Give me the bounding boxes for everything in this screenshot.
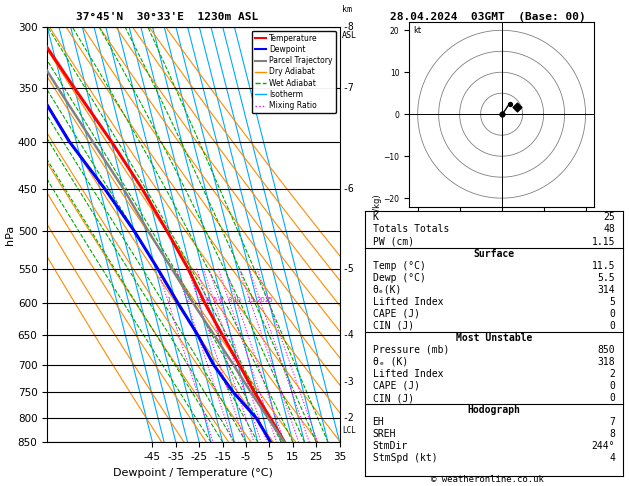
Text: Lifted Index: Lifted Index: [372, 297, 443, 307]
Text: 25: 25: [265, 297, 274, 303]
Point: [511, 103, 521, 111]
Text: 318: 318: [598, 357, 615, 367]
Text: LCL: LCL: [342, 426, 356, 435]
Text: 5: 5: [609, 297, 615, 307]
Text: km: km: [342, 5, 352, 14]
Text: Temp (°C): Temp (°C): [372, 260, 425, 271]
Text: -2: -2: [342, 413, 354, 423]
Text: 48: 48: [603, 225, 615, 234]
Text: -5: -5: [342, 263, 354, 274]
Text: 1: 1: [166, 297, 171, 303]
Text: SREH: SREH: [372, 429, 396, 439]
Text: -7: -7: [342, 83, 354, 93]
Text: CIN (J): CIN (J): [372, 321, 414, 331]
Text: 244°: 244°: [591, 441, 615, 451]
Text: CIN (J): CIN (J): [372, 393, 414, 403]
Text: 6: 6: [218, 297, 223, 303]
Text: StmDir: StmDir: [372, 441, 408, 451]
Text: Mixing Ratio (g/kg): Mixing Ratio (g/kg): [373, 195, 382, 274]
Text: 850: 850: [598, 345, 615, 355]
Text: PW (cm): PW (cm): [372, 237, 414, 246]
Point: [505, 100, 515, 107]
Text: 15: 15: [247, 297, 255, 303]
Y-axis label: hPa: hPa: [5, 225, 15, 244]
Text: -8: -8: [342, 22, 354, 32]
Text: Lifted Index: Lifted Index: [372, 369, 443, 379]
Text: 0: 0: [609, 393, 615, 403]
Text: 5.5: 5.5: [598, 273, 615, 283]
Text: 0: 0: [609, 309, 615, 319]
Text: 8: 8: [228, 297, 232, 303]
Text: Dewp (°C): Dewp (°C): [372, 273, 425, 283]
Text: ASL: ASL: [342, 31, 357, 40]
Text: Totals Totals: Totals Totals: [372, 225, 449, 234]
Text: CAPE (J): CAPE (J): [372, 381, 420, 391]
Text: 5: 5: [213, 297, 217, 303]
Text: -4: -4: [342, 330, 354, 340]
Text: 2: 2: [609, 369, 615, 379]
Text: StmSpd (kt): StmSpd (kt): [372, 453, 437, 463]
X-axis label: Dewpoint / Temperature (°C): Dewpoint / Temperature (°C): [113, 468, 274, 478]
Text: 20: 20: [257, 297, 265, 303]
Text: 28.04.2024  03GMT  (Base: 00): 28.04.2024 03GMT (Base: 00): [389, 12, 586, 22]
Text: -3: -3: [342, 377, 354, 386]
Text: 3: 3: [197, 297, 201, 303]
Text: 0: 0: [609, 321, 615, 331]
Text: 11.5: 11.5: [591, 260, 615, 271]
Point: [497, 110, 507, 118]
Text: Most Unstable: Most Unstable: [455, 333, 532, 343]
Text: EH: EH: [372, 417, 384, 427]
Text: kt: kt: [413, 26, 421, 35]
Text: Surface: Surface: [473, 248, 515, 259]
Text: © weatheronline.co.uk: © weatheronline.co.uk: [431, 474, 544, 484]
Text: 10: 10: [233, 297, 242, 303]
Text: 4: 4: [206, 297, 210, 303]
Text: θₑ(K): θₑ(K): [372, 285, 402, 295]
Text: 25: 25: [603, 212, 615, 223]
Text: Pressure (mb): Pressure (mb): [372, 345, 449, 355]
Text: 314: 314: [598, 285, 615, 295]
Text: 4: 4: [609, 453, 615, 463]
Text: K: K: [372, 212, 379, 223]
Text: 2: 2: [186, 297, 190, 303]
Text: Hodograph: Hodograph: [467, 405, 520, 415]
Text: 37°45'N  30°33'E  1230m ASL: 37°45'N 30°33'E 1230m ASL: [75, 12, 258, 22]
Text: 8: 8: [609, 429, 615, 439]
Text: θₑ (K): θₑ (K): [372, 357, 408, 367]
Text: -6: -6: [342, 184, 354, 193]
Text: CAPE (J): CAPE (J): [372, 309, 420, 319]
Text: 7: 7: [609, 417, 615, 427]
Legend: Temperature, Dewpoint, Parcel Trajectory, Dry Adiabat, Wet Adiabat, Isotherm, Mi: Temperature, Dewpoint, Parcel Trajectory…: [252, 31, 336, 113]
Text: 0: 0: [609, 381, 615, 391]
Text: 1.15: 1.15: [591, 237, 615, 246]
